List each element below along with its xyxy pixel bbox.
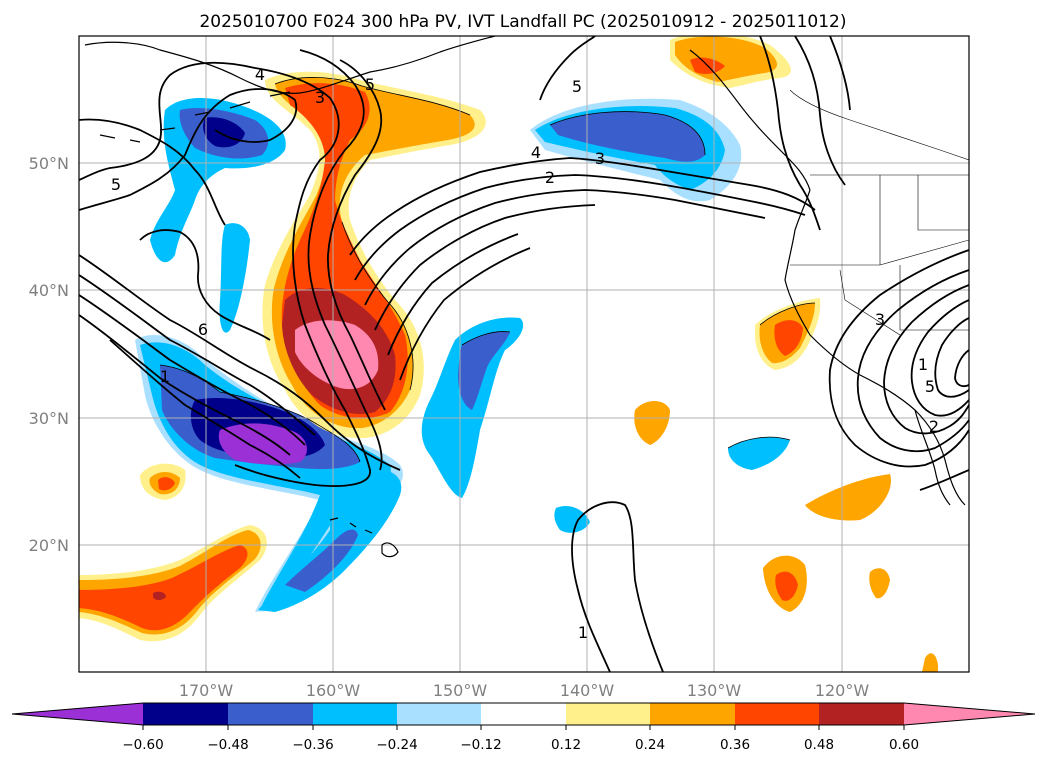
alaska-panhandle xyxy=(689,49,811,191)
lat-tick-label: 20°N xyxy=(29,536,69,555)
contour-label: 4 xyxy=(531,143,541,162)
contour-label: 6 xyxy=(198,320,208,339)
contour-label: 5 xyxy=(111,175,121,194)
figure-title: 2025010700 F024 300 hPa PV, IVT Landfall… xyxy=(199,12,846,32)
alaska-coast xyxy=(84,36,496,94)
colorbar-tick-label: 0.24 xyxy=(635,737,665,753)
contour-label: 1 xyxy=(160,367,170,386)
lon-tick-label: 150°W xyxy=(433,681,488,700)
colorbar-tick-label: 0.60 xyxy=(889,737,919,753)
colorbar-ticks xyxy=(142,725,905,730)
lon-tick-label: 130°W xyxy=(687,681,742,700)
lat-tick-labels: 50°N 40°N 30°N 20°N xyxy=(29,154,69,555)
na-west-coast xyxy=(784,189,966,506)
colorbar-tick-label: −0.48 xyxy=(207,737,248,753)
colorbar-extend-low xyxy=(12,703,143,725)
colorbar-tick-labels: −0.60 −0.48 −0.36 −0.24 −0.12 0.12 0.24 … xyxy=(122,737,919,753)
contour-label: 5 xyxy=(925,377,935,396)
pos-shade-max xyxy=(295,320,379,390)
colorbar-tick-label: 0.48 xyxy=(804,737,834,753)
contour-label: 2 xyxy=(929,417,939,436)
neg-shade-central-inner xyxy=(458,331,510,410)
colorbar-tick-label: −0.36 xyxy=(292,737,333,753)
colorbar-segment xyxy=(481,703,566,725)
pos-shade-spot-4 xyxy=(869,568,890,599)
contour-label: 2 xyxy=(545,168,555,187)
neg-shade-east xyxy=(728,437,790,470)
map-panel: 4 5 5 5 3 4 3 2 6 1 3 1 5 2 1 xyxy=(79,36,969,672)
colorbar-tick-label: −0.24 xyxy=(376,737,417,753)
contour-label: 5 xyxy=(365,75,375,94)
colorbar-segment xyxy=(313,703,397,725)
aleutian-chain xyxy=(99,91,291,143)
colorbar-tick-label: −0.60 xyxy=(122,737,163,753)
coastlines xyxy=(84,36,966,558)
colorbar-segment xyxy=(735,703,819,725)
neg-shade-min xyxy=(218,423,307,465)
state-borders xyxy=(789,89,969,336)
shaded-field xyxy=(79,36,938,672)
pos-shade-spot-1 xyxy=(634,401,670,445)
pos-shade-ca-036 xyxy=(774,320,803,356)
pos-shade-spot-5-core xyxy=(158,477,175,491)
colorbar-segment xyxy=(650,703,735,725)
lon-tick-label: 170°W xyxy=(179,681,234,700)
lat-tick-label: 40°N xyxy=(29,281,69,300)
contour-label: 3 xyxy=(315,88,325,107)
contour-label: 5 xyxy=(572,77,582,96)
lon-tick-label: 140°W xyxy=(560,681,615,700)
contour-label: 1 xyxy=(918,355,928,374)
contour-label: 4 xyxy=(255,65,265,84)
neg-shade-sub xyxy=(554,505,590,533)
neg-shade-north-2 xyxy=(219,223,250,333)
pos-shade-sw-048 xyxy=(153,591,166,600)
contour-label: 3 xyxy=(595,149,605,168)
colorbar-segment xyxy=(228,703,313,725)
baja-coast xyxy=(914,409,951,506)
contour-label: 3 xyxy=(875,310,885,329)
colorbar-tick-label: −0.12 xyxy=(460,737,501,753)
colorbar-segment xyxy=(819,703,904,725)
colorbar-segment xyxy=(143,703,228,725)
lon-tick-labels: 170°W 160°W 150°W 140°W 130°W 120°W xyxy=(179,681,870,700)
colorbar-tick-label: 0.36 xyxy=(720,737,750,753)
lon-tick-label: 160°W xyxy=(306,681,361,700)
hawaii xyxy=(329,517,399,558)
colorbar-segment xyxy=(566,703,650,725)
contour-label: 1 xyxy=(578,623,588,642)
pv-contours xyxy=(79,36,969,672)
pos-shade-spot-3-inner xyxy=(775,571,798,601)
pos-shade-spot-6 xyxy=(922,653,938,672)
pos-shade-sw-036 xyxy=(79,545,248,631)
colorbar-tick-label: 0.12 xyxy=(551,737,581,753)
map-frame xyxy=(78,35,970,673)
colorbar-segment xyxy=(397,703,481,725)
pos-shade-spot-2 xyxy=(805,474,891,521)
neg-shade-south xyxy=(258,470,402,612)
neg-shade-goa-048 xyxy=(550,111,705,162)
colorbar-extend-high xyxy=(904,703,1035,725)
gridlines xyxy=(79,36,969,672)
lon-tick-label: 120°W xyxy=(815,681,870,700)
lat-tick-label: 50°N xyxy=(29,154,69,173)
contour-labels: 4 5 5 5 3 4 3 2 6 1 3 1 5 2 1 xyxy=(111,65,939,642)
colorbar: −0.60 −0.48 −0.36 −0.24 −0.12 0.12 0.24 … xyxy=(11,702,1036,753)
lat-tick-label: 30°N xyxy=(29,409,69,428)
